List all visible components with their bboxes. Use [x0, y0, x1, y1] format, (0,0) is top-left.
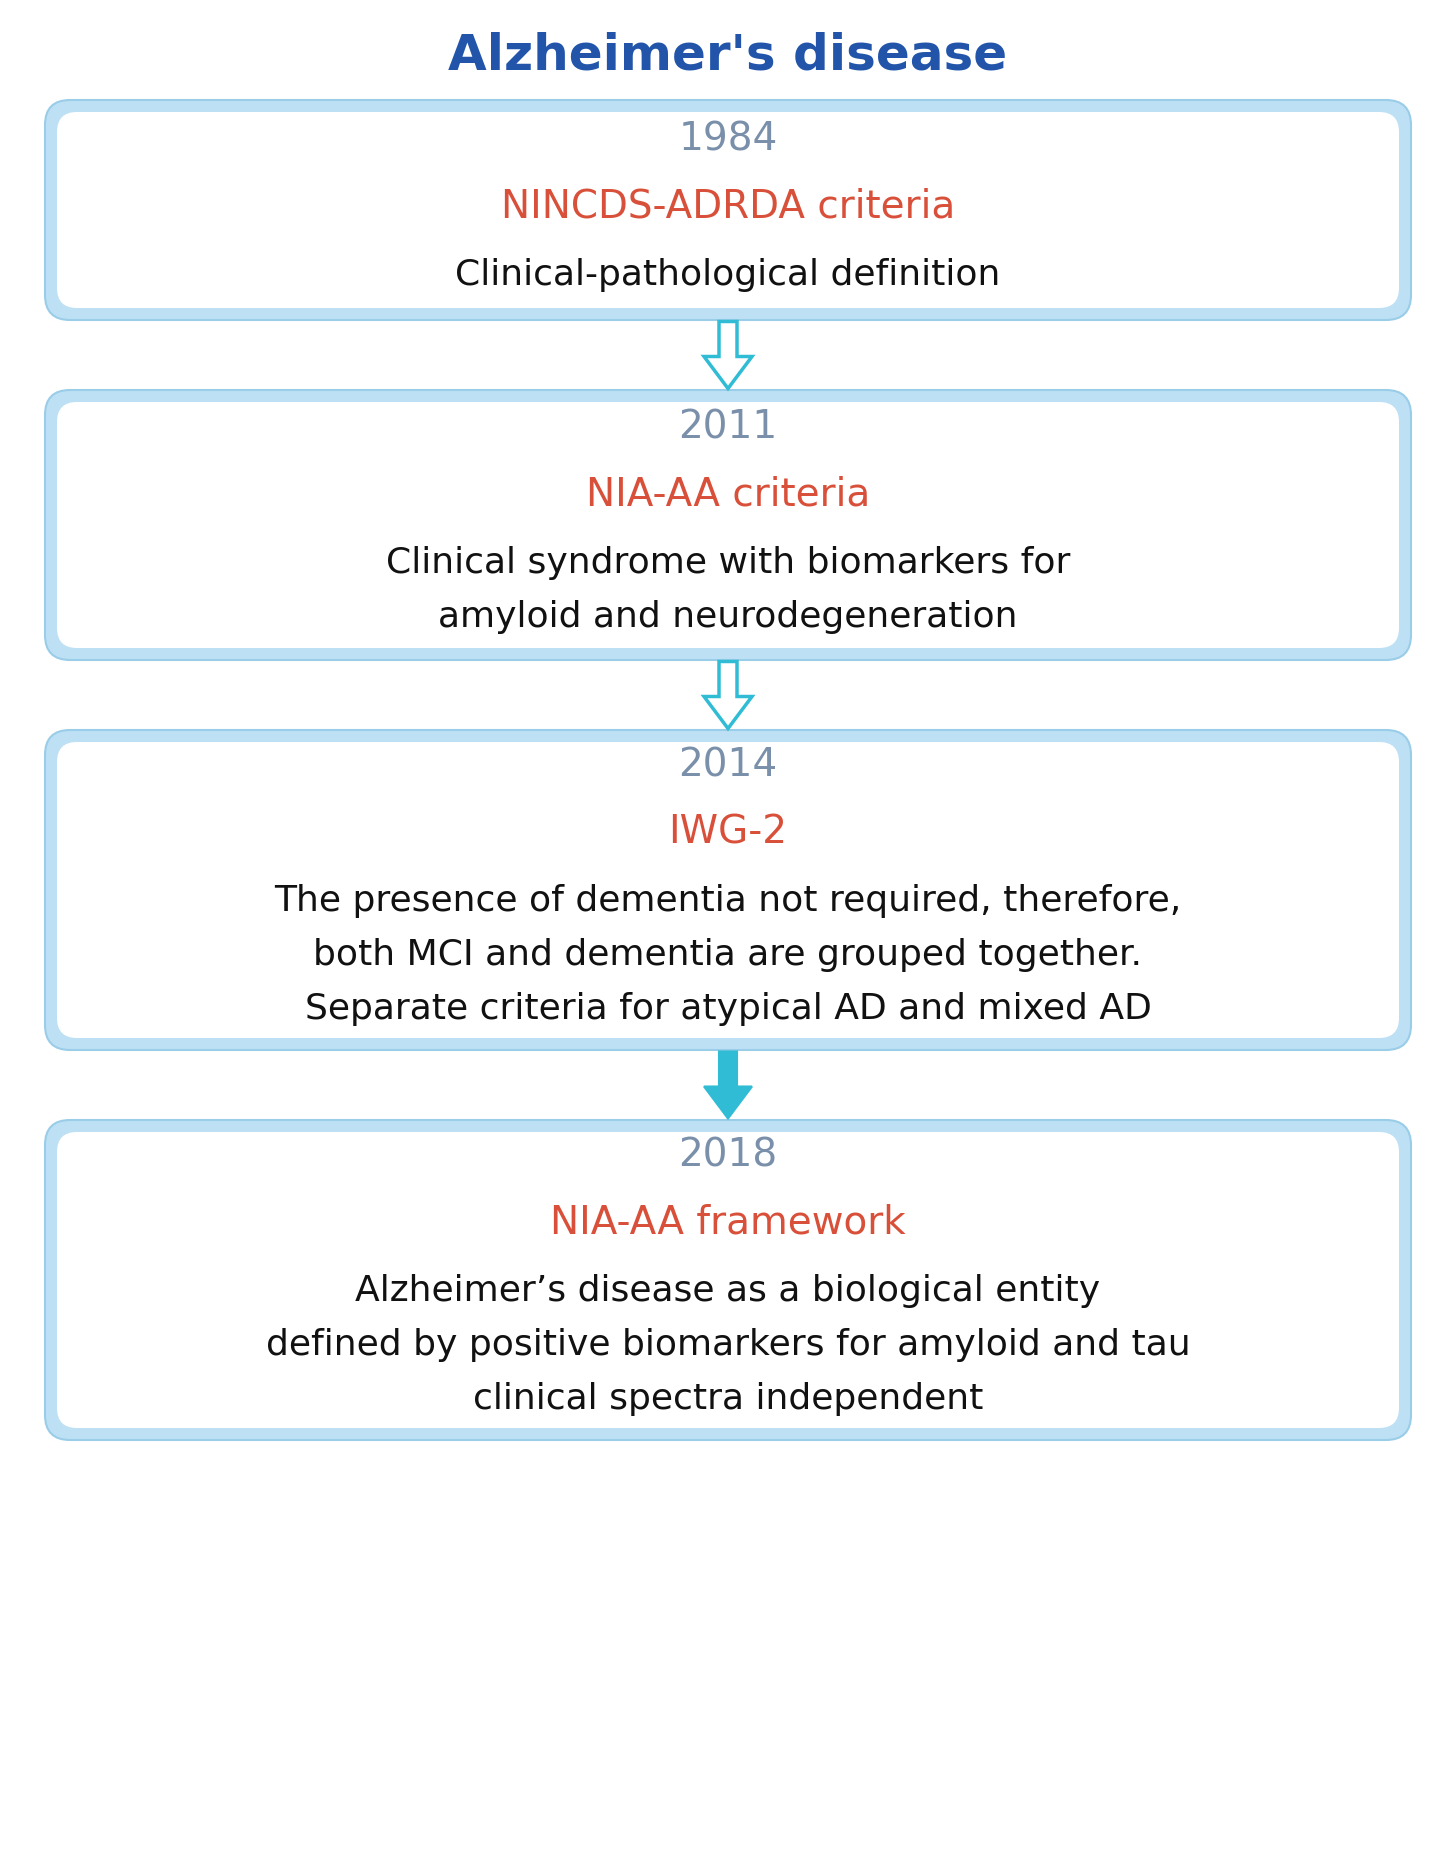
- Text: clinical spectra independent: clinical spectra independent: [473, 1383, 983, 1416]
- Text: Clinical-pathological definition: Clinical-pathological definition: [456, 257, 1000, 293]
- Text: 2014: 2014: [678, 747, 778, 784]
- Polygon shape: [705, 662, 751, 728]
- Text: Alzheimer’s disease as a biological entity: Alzheimer’s disease as a biological enti…: [355, 1274, 1101, 1308]
- Text: Clinical syndrome with biomarkers for: Clinical syndrome with biomarkers for: [386, 546, 1070, 580]
- Text: NIA-AA framework: NIA-AA framework: [550, 1203, 906, 1242]
- FancyBboxPatch shape: [45, 99, 1411, 321]
- Text: Alzheimer's disease: Alzheimer's disease: [448, 32, 1008, 79]
- FancyBboxPatch shape: [57, 401, 1399, 647]
- FancyBboxPatch shape: [45, 390, 1411, 660]
- Text: NIA-AA criteria: NIA-AA criteria: [585, 475, 871, 514]
- Polygon shape: [705, 321, 751, 388]
- Text: NINCDS-ADRDA criteria: NINCDS-ADRDA criteria: [501, 188, 955, 225]
- Text: amyloid and neurodegeneration: amyloid and neurodegeneration: [438, 600, 1018, 634]
- Text: defined by positive biomarkers for amyloid and tau: defined by positive biomarkers for amylo…: [265, 1328, 1191, 1362]
- FancyBboxPatch shape: [57, 743, 1399, 1037]
- Text: 2011: 2011: [678, 409, 778, 446]
- FancyBboxPatch shape: [57, 113, 1399, 308]
- Text: 2018: 2018: [678, 1137, 778, 1174]
- Text: The presence of dementia not required, therefore,: The presence of dementia not required, t…: [274, 884, 1182, 917]
- FancyBboxPatch shape: [57, 1131, 1399, 1428]
- FancyBboxPatch shape: [45, 1120, 1411, 1441]
- Text: IWG-2: IWG-2: [668, 814, 788, 852]
- Text: both MCI and dementia are grouped together.: both MCI and dementia are grouped togeth…: [313, 938, 1143, 972]
- Text: Separate criteria for atypical AD and mixed AD: Separate criteria for atypical AD and mi…: [304, 992, 1152, 1026]
- FancyBboxPatch shape: [45, 730, 1411, 1051]
- Polygon shape: [705, 1052, 751, 1118]
- Text: 1984: 1984: [678, 120, 778, 158]
